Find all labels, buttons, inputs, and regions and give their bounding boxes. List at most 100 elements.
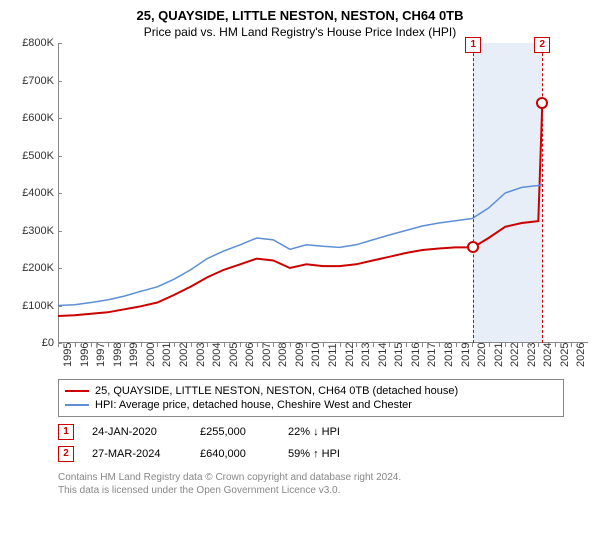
x-tick-label: 2023 [526, 343, 538, 367]
x-tick [373, 343, 374, 347]
x-tick-label: 1998 [112, 343, 124, 367]
x-tick [207, 343, 208, 347]
x-tick-label: 2016 [410, 343, 422, 367]
chart-subtitle: Price paid vs. HM Land Registry's House … [0, 23, 600, 43]
legend-item: 25, QUAYSIDE, LITTLE NESTON, NESTON, CH6… [65, 384, 557, 398]
x-tick [240, 343, 241, 347]
marker-line [542, 43, 543, 343]
marker-box: 2 [534, 37, 550, 53]
x-tick [406, 343, 407, 347]
y-tick [58, 231, 62, 232]
x-tick-label: 2003 [195, 343, 207, 367]
x-tick-label: 2022 [509, 343, 521, 367]
x-tick-label: 2010 [310, 343, 322, 367]
y-tick-label: £200K [0, 262, 54, 274]
chart-area: £0£100K£200K£300K£400K£500K£600K£700K£80… [36, 43, 596, 373]
x-tick-label: 2017 [426, 343, 438, 367]
x-tick [555, 343, 556, 347]
legend-item: HPI: Average price, detached house, Ches… [65, 398, 557, 412]
y-tick-label: £700K [0, 75, 54, 87]
x-tick [58, 343, 59, 347]
x-tick [422, 343, 423, 347]
marker-box: 1 [465, 37, 481, 53]
x-tick-label: 2002 [178, 343, 190, 367]
x-tick [273, 343, 274, 347]
x-tick [224, 343, 225, 347]
x-tick [389, 343, 390, 347]
legend: 25, QUAYSIDE, LITTLE NESTON, NESTON, CH6… [58, 379, 564, 417]
datapoint-price: £640,000 [200, 448, 270, 460]
x-tick-label: 2007 [261, 343, 273, 367]
chart-title: 25, QUAYSIDE, LITTLE NESTON, NESTON, CH6… [0, 0, 600, 23]
x-tick [472, 343, 473, 347]
x-tick [257, 343, 258, 347]
y-tick [58, 81, 62, 82]
legend-label: HPI: Average price, detached house, Ches… [95, 399, 412, 411]
x-tick [174, 343, 175, 347]
datapoint-marker: 2 [58, 446, 74, 462]
datapoint-marker: 1 [58, 424, 74, 440]
x-tick-label: 2014 [377, 343, 389, 367]
y-tick [58, 306, 62, 307]
x-tick [306, 343, 307, 347]
x-tick [340, 343, 341, 347]
y-tick-label: £600K [0, 112, 54, 124]
x-tick-label: 2011 [327, 343, 339, 367]
y-tick-label: £100K [0, 300, 54, 312]
y-tick-label: £800K [0, 37, 54, 49]
x-tick-label: 2015 [393, 343, 405, 367]
x-tick-label: 2008 [277, 343, 289, 367]
y-tick [58, 43, 62, 44]
datapoint-pct: 59% ↑ HPI [288, 448, 378, 460]
x-tick-label: 2006 [244, 343, 256, 367]
datapoint-date: 24-JAN-2020 [92, 426, 182, 438]
legend-swatch [65, 390, 89, 392]
x-tick-label: 2019 [460, 343, 472, 367]
datapoint-row: 2 27-MAR-2024 £640,000 59% ↑ HPI [58, 443, 564, 465]
y-tick [58, 193, 62, 194]
x-tick-label: 2013 [360, 343, 372, 367]
x-tick [323, 343, 324, 347]
x-tick [505, 343, 506, 347]
x-tick-label: 2021 [493, 343, 505, 367]
x-tick-label: 2009 [294, 343, 306, 367]
line-plot [58, 43, 588, 343]
x-tick-label: 1999 [128, 343, 140, 367]
x-tick-label: 2024 [542, 343, 554, 367]
x-tick-label: 2004 [211, 343, 223, 367]
datapoints-table: 1 24-JAN-2020 £255,000 22% ↓ HPI 2 27-MA… [58, 421, 564, 465]
x-tick [489, 343, 490, 347]
footer-line: Contains HM Land Registry data © Crown c… [58, 471, 564, 484]
x-tick [522, 343, 523, 347]
x-tick [571, 343, 572, 347]
footer: Contains HM Land Registry data © Crown c… [58, 471, 564, 497]
x-tick-label: 2000 [145, 343, 157, 367]
footer-line: This data is licensed under the Open Gov… [58, 484, 564, 497]
x-tick-label: 2020 [476, 343, 488, 367]
x-tick-label: 1997 [95, 343, 107, 367]
y-tick-label: £400K [0, 187, 54, 199]
x-tick [356, 343, 357, 347]
x-tick [141, 343, 142, 347]
series-line-price_paid [58, 103, 542, 316]
datapoint-date: 27-MAR-2024 [92, 448, 182, 460]
x-tick [75, 343, 76, 347]
y-tick [58, 156, 62, 157]
y-tick [58, 118, 62, 119]
marker-line [473, 43, 474, 343]
x-tick-label: 2005 [228, 343, 240, 367]
x-tick-label: 1995 [62, 343, 74, 367]
y-tick [58, 268, 62, 269]
y-tick-label: £500K [0, 150, 54, 162]
datapoint-price: £255,000 [200, 426, 270, 438]
legend-swatch [65, 404, 89, 406]
x-tick-label: 2001 [161, 343, 173, 367]
x-tick [91, 343, 92, 347]
x-tick [290, 343, 291, 347]
x-tick-label: 2025 [559, 343, 571, 367]
x-tick [108, 343, 109, 347]
data-point-dot [467, 241, 479, 253]
data-point-dot [536, 97, 548, 109]
y-tick-label: £300K [0, 225, 54, 237]
datapoint-pct: 22% ↓ HPI [288, 426, 378, 438]
